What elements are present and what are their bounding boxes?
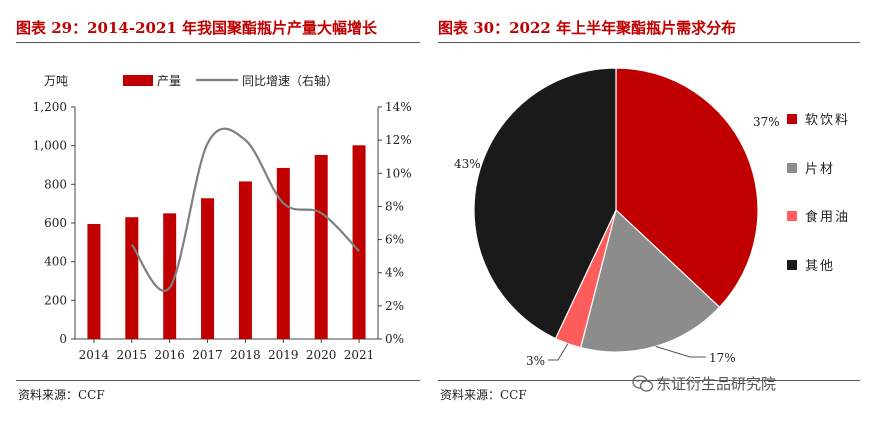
x-tick-label: 2016 <box>154 348 185 362</box>
pie-legend-label-2: 食用油 <box>805 209 850 225</box>
x-tick-label: 2017 <box>192 348 223 362</box>
pie-leader-1 <box>655 345 706 358</box>
x-tick-label: 2021 <box>344 348 375 362</box>
left-source: 资料来源：CCF <box>18 388 105 402</box>
right-chart-title: 图表 30：2022 年上半年聚酯瓶片需求分布 <box>438 19 737 37</box>
x-tick-label: 2015 <box>117 348 148 362</box>
legend-label-growth: 同比增速（右轴） <box>242 73 338 88</box>
pie-legend-label-1: 片材 <box>805 162 835 177</box>
bar-2015 <box>125 217 139 339</box>
right-title-rule <box>438 42 860 43</box>
production-bar-chart: 0 200 400 600 800 1,000 1,200 0% 2% 4% 6% 8% 10% 12% 1… <box>33 73 412 362</box>
x-tick-label: 2020 <box>306 348 337 362</box>
pie-legend-label-0: 软饮料 <box>805 113 850 128</box>
pie-leader-2 <box>548 343 569 361</box>
x-tick-label: 2014 <box>79 348 110 362</box>
x-tick-label: 2019 <box>268 348 299 362</box>
pie-label-3: 43% <box>454 157 481 171</box>
pie-slice-3 <box>473 67 617 340</box>
y-tick-label: 600 <box>44 216 67 230</box>
wechat-icon <box>632 375 654 392</box>
y2-tick-label: 2% <box>385 299 404 313</box>
y2-tick-label: 8% <box>385 199 404 213</box>
x-tick-label: 2018 <box>230 348 261 362</box>
pie-legend-swatch-2 <box>787 211 797 221</box>
y2-tick-label: 12% <box>385 133 412 147</box>
bar-2018 <box>238 181 252 339</box>
left-chart-title: 图表 29：2014-2021 年我国聚酯瓶片产量大幅增长 <box>16 19 378 37</box>
y-unit-label: 万吨 <box>44 74 68 88</box>
pie-label-2: 3% <box>526 354 545 368</box>
legend-label-production: 产量 <box>157 74 181 88</box>
y2-tick-label: 14% <box>385 100 412 114</box>
left-source-rule <box>16 380 420 381</box>
y2-tick-label: 10% <box>385 166 412 180</box>
pie-legend-swatch-0 <box>787 114 797 124</box>
y-tick-label: 1,000 <box>33 139 67 153</box>
y-tick-label: 800 <box>44 177 67 191</box>
y-tick-label: 200 <box>44 293 67 307</box>
growth-rate-line <box>130 127 360 292</box>
y-tick-label: 400 <box>44 255 67 269</box>
bar-2019 <box>276 167 290 339</box>
pie-label-1: 17% <box>709 351 736 365</box>
bar-2020 <box>314 154 328 339</box>
y2-tick-label: 4% <box>385 266 404 280</box>
pie-legend-swatch-3 <box>787 260 797 270</box>
y2-tick-label: 6% <box>385 233 404 247</box>
pie-label-0: 37% <box>753 115 780 129</box>
right-source-rule <box>438 380 860 381</box>
legend-swatch-production <box>123 75 153 86</box>
pie-slice-0 <box>615 67 759 309</box>
y2-tick-label: 0% <box>385 332 404 346</box>
watermark-text: 东证衍生品研究院 <box>656 375 777 393</box>
right-source: 资料来源：CCF <box>440 388 527 402</box>
bar-2016 <box>163 213 177 339</box>
pie-legend-swatch-1 <box>787 163 797 173</box>
y-tick-label: 0 <box>59 332 67 346</box>
bar-2021 <box>352 145 366 339</box>
y-tick-label: 1,200 <box>33 100 67 114</box>
bar-2014 <box>87 223 101 339</box>
left-title-rule <box>16 42 420 43</box>
pie-legend-label-3: 其他 <box>805 259 835 274</box>
bar-2017 <box>201 198 215 339</box>
